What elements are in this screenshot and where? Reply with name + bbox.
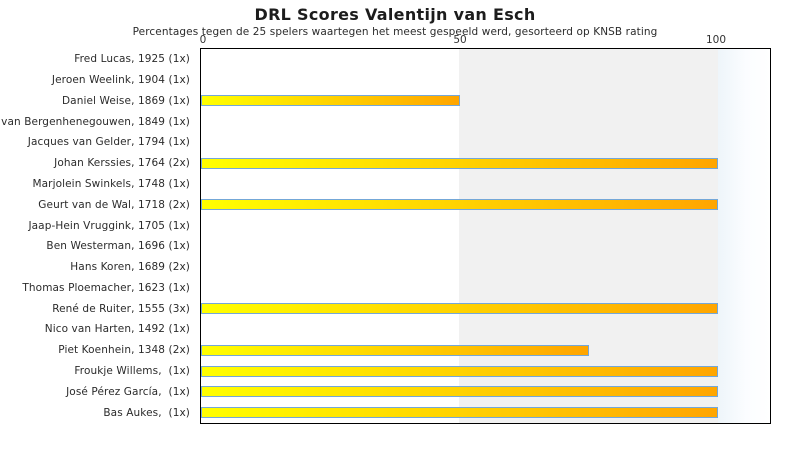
category-label: Piet Koenhein, 1348 (2x) <box>58 344 190 357</box>
bar <box>201 365 718 377</box>
category-label: Bas Aukes, (1x) <box>103 406 190 419</box>
bar <box>201 199 718 211</box>
category-label: Nico van Harten, 1492 (1x) <box>44 323 190 336</box>
category-label: Jacques van Gelder, 1794 (1x) <box>27 136 190 149</box>
category-label: Johan Kerssies, 1764 (2x) <box>54 157 190 170</box>
x-tick-50: 50 <box>453 34 467 46</box>
category-label: Daniel Weise, 1869 (1x) <box>61 94 190 107</box>
bar <box>201 95 460 107</box>
chart-subtitle: Percentages tegen de 25 spelers waartege… <box>132 26 658 38</box>
category-label: van Bergenhenegouwen, 1849 (1x) <box>1 115 190 128</box>
bar <box>201 344 589 356</box>
x-tick-0: 0 <box>199 34 207 46</box>
category-label: Jeroen Weelink, 1904 (1x) <box>51 74 190 87</box>
category-label: Ben Westerman, 1696 (1x) <box>46 240 190 253</box>
category-label: Thomas Ploemacher, 1623 (1x) <box>22 281 190 294</box>
category-label: Froukje Willems, (1x) <box>74 365 190 378</box>
plot-area <box>200 48 771 424</box>
bar <box>201 157 718 169</box>
chart-title: DRL Scores Valentijn van Esch <box>254 5 536 24</box>
category-label: Marjolein Swinkels, 1748 (1x) <box>32 178 190 191</box>
x-axis: 0 50 100 <box>0 34 790 47</box>
x-tick-100: 100 <box>705 34 727 46</box>
category-label: Hans Koren, 1689 (2x) <box>70 261 190 274</box>
category-label: Fred Lucas, 1925 (1x) <box>74 53 190 66</box>
category-label: René de Ruiter, 1555 (3x) <box>52 302 190 315</box>
bar <box>201 407 718 419</box>
bar <box>201 386 718 398</box>
category-label: José Pérez García, (1x) <box>66 385 190 398</box>
category-label: Jaap-Hein Vruggink, 1705 (1x) <box>28 219 190 232</box>
bar <box>201 303 718 315</box>
category-axis: Fred Lucas, 1925 (1x) Jeroen Weelink, 190… <box>0 49 190 423</box>
category-label: Geurt van de Wal, 1718 (2x) <box>38 198 190 211</box>
